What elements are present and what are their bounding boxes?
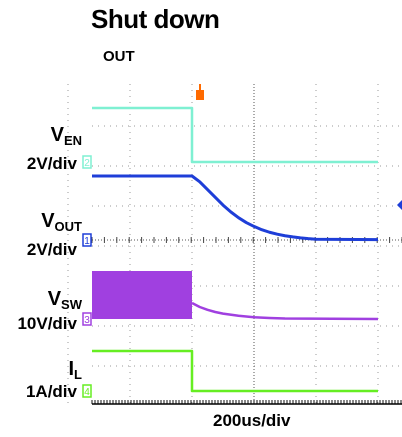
- channel-marker-vout: [82, 233, 92, 247]
- channel-name-sub: EN: [63, 133, 82, 148]
- x-axis-label: 200us/div: [213, 411, 291, 430]
- channel-name-il: IL: [68, 358, 82, 382]
- trigger-marker: [196, 90, 204, 100]
- channel-scale-ven: 2V/div: [26, 154, 77, 173]
- channel-marker-il: [82, 384, 92, 398]
- trace-vout: [92, 174, 379, 242]
- channel-name-main: V: [50, 124, 64, 146]
- channel-name-main: V: [41, 210, 55, 232]
- channel-name-sub: L: [74, 367, 82, 382]
- trace-vsw: [191, 301, 379, 321]
- reference-marker: [397, 200, 402, 210]
- channel-scale-vsw: 10V/div: [17, 314, 77, 333]
- channel-name-ven: VEN: [51, 124, 82, 148]
- channel-name-vout: VOUT: [41, 210, 82, 234]
- channel-marker-label: 3: [84, 315, 90, 326]
- channel-name-main: I: [68, 358, 75, 380]
- channel-marker-label: 2: [84, 158, 90, 169]
- channel-marker-ven: [82, 155, 92, 169]
- channel-marker-vsw: [82, 312, 92, 326]
- trace-ven: [92, 106, 378, 164]
- channel-name-vsw: VSW: [48, 288, 82, 312]
- channel-marker-label: 4: [84, 387, 90, 398]
- channel-marker-label: 1: [84, 236, 90, 247]
- channel-name-sub: SW: [61, 297, 82, 312]
- channel-name-sub: OUT: [54, 219, 82, 234]
- channel-scale-vout: 2V/div: [26, 240, 77, 259]
- channel-name-main: V: [47, 288, 62, 310]
- chart-title: Shut down: [91, 4, 220, 34]
- trace-il: [92, 349, 378, 393]
- trace-vsw-switching-band: [92, 271, 192, 319]
- channel-scale-il: 1A/div: [25, 382, 77, 401]
- chart-subtitle: OUT: [103, 48, 135, 65]
